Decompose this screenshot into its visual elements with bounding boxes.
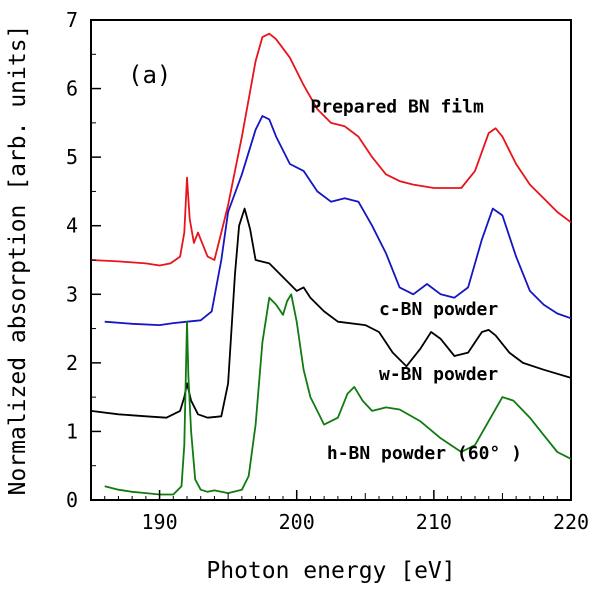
y-tick-label: 2 <box>66 351 78 375</box>
x-tick-label: 200 <box>279 510 315 534</box>
series-line-w-bn <box>90 207 572 419</box>
x-tick-label: 210 <box>416 510 452 534</box>
series-label: c-BN powder <box>379 299 498 320</box>
series-curves <box>90 32 572 496</box>
y-tick-label: 0 <box>66 488 78 512</box>
series-label: h-BN powder (60° ) <box>327 443 522 464</box>
series-label: Prepared BN film <box>310 97 484 118</box>
series-labels: Prepared BN film c-BN powder w-BN powder h-… <box>310 97 522 464</box>
y-tick-label: 3 <box>66 282 78 306</box>
series-label: w-BN powder <box>379 364 498 385</box>
axis-ticks <box>90 19 572 501</box>
x-axis-label: Photon energy [eV] <box>206 558 455 584</box>
series-line-h-bn <box>104 293 572 496</box>
plot-frame <box>90 19 572 501</box>
series-line-c-bn <box>104 115 572 327</box>
x-tick-label: 190 <box>142 510 178 534</box>
series-line-prepared <box>90 32 572 267</box>
y-tick-label: 6 <box>66 77 78 101</box>
y-tick-label: 1 <box>66 419 78 443</box>
y-axis-label: Normalized absorption [arb. units] <box>5 25 31 496</box>
panel-label: (a) <box>128 61 171 89</box>
y-tick-label: 4 <box>66 214 78 238</box>
x-tick-label: 220 <box>553 510 589 534</box>
y-tick-label: 7 <box>66 8 78 32</box>
y-tick-label: 5 <box>66 145 78 169</box>
tick-labels: 190 200 210 220 0 1 2 3 4 5 6 7 <box>66 8 589 534</box>
